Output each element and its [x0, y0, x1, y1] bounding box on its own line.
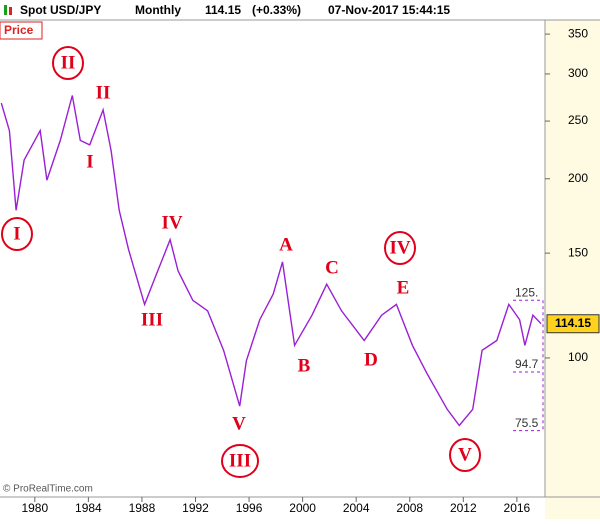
panel-label-box [0, 21, 43, 40]
header-change: (+0.33%) [252, 3, 301, 17]
header-period: Monthly [135, 3, 181, 17]
last-price-label: 114.15 [555, 316, 591, 330]
wave-label: D [364, 349, 378, 370]
y-tick-label: 100 [568, 350, 588, 364]
header-icon [9, 7, 12, 15]
level-label: 125. [515, 285, 538, 299]
level-label: 75.5 [515, 416, 539, 430]
panel-label: Price [4, 23, 34, 37]
header-datetime: 07-Nov-2017 15:44:15 [328, 3, 450, 17]
y-tick-label: 150 [568, 245, 588, 259]
price-line [0, 95, 542, 427]
copyright: © ProRealTime.com [3, 484, 93, 495]
wave-label: IV [161, 212, 182, 233]
wave-label: V [458, 444, 472, 465]
y-tick-label: 350 [568, 26, 588, 40]
wave-label: V [232, 413, 246, 434]
header: Spot USD/JPY Monthly 114.15 (+0.33%) 07-… [20, 3, 450, 17]
y-tick-label: 200 [568, 171, 588, 185]
wave-label: A [279, 234, 293, 255]
x-tick-label: 2004 [343, 501, 370, 515]
wave-circle [449, 438, 481, 472]
wave-label: II [96, 82, 111, 103]
level-label: 94.7 [515, 357, 539, 371]
wave-circle [384, 231, 416, 265]
last-price-box [546, 314, 600, 334]
y-axis-panel [545, 20, 600, 519]
wave-label: I [86, 151, 93, 172]
y-tick-label: 250 [568, 113, 588, 127]
x-tick-label: 1984 [75, 501, 102, 515]
x-tick-label: 1988 [129, 501, 156, 515]
x-tick-label: 2012 [450, 501, 477, 515]
wave-circle [1, 217, 33, 251]
wave-label: IV [389, 237, 410, 258]
wave-label: C [325, 257, 339, 278]
header-icon [4, 5, 7, 15]
wave-circle [221, 444, 259, 478]
wave-label: II [61, 52, 76, 73]
x-tick-label: 2008 [396, 501, 423, 515]
wave-label: III [229, 450, 251, 471]
x-tick-label: 1992 [182, 501, 209, 515]
y-tick-label: 300 [568, 66, 588, 80]
x-tick-label: 1980 [21, 501, 48, 515]
x-tick-label: 2000 [289, 501, 316, 515]
wave-label: III [141, 309, 163, 330]
header-title: Spot USD/JPY [20, 3, 101, 17]
wave-circle [52, 46, 84, 80]
wave-label: I [13, 223, 20, 244]
x-tick-label: 2016 [504, 501, 531, 515]
wave-label: E [397, 277, 410, 298]
wave-label: B [298, 355, 311, 376]
header-last: 114.15 [205, 3, 241, 17]
x-tick-label: 1996 [236, 501, 263, 515]
